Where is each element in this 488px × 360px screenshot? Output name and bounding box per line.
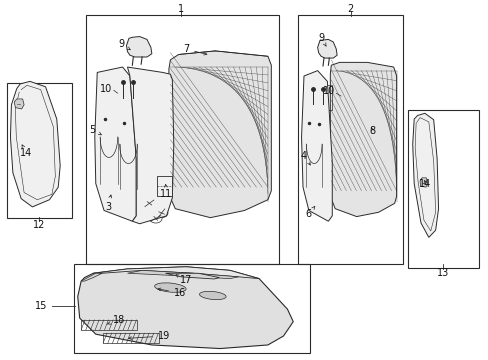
Polygon shape	[168, 51, 271, 218]
Bar	[407, 110, 478, 268]
Bar	[116, 78, 145, 105]
Ellipse shape	[199, 291, 225, 300]
Polygon shape	[419, 178, 427, 187]
Polygon shape	[78, 267, 293, 348]
Text: 11: 11	[160, 184, 172, 199]
Polygon shape	[95, 67, 136, 221]
Text: 14: 14	[418, 179, 430, 189]
Text: 15: 15	[35, 301, 47, 311]
Polygon shape	[93, 267, 259, 279]
Bar	[298, 15, 402, 264]
Polygon shape	[301, 71, 331, 221]
Polygon shape	[81, 273, 102, 281]
Polygon shape	[127, 270, 238, 279]
Polygon shape	[14, 99, 24, 109]
Polygon shape	[317, 40, 336, 58]
Polygon shape	[412, 113, 438, 237]
Text: 5: 5	[89, 125, 101, 135]
Text: 4: 4	[300, 150, 310, 165]
Bar	[103, 333, 159, 343]
Text: 16: 16	[158, 288, 186, 298]
Bar	[81, 320, 137, 330]
Text: 12: 12	[33, 220, 45, 230]
Polygon shape	[330, 62, 396, 217]
Text: 8: 8	[368, 126, 375, 135]
Text: 10: 10	[100, 84, 112, 94]
Text: 17: 17	[176, 275, 192, 285]
Bar	[6, 83, 72, 218]
Polygon shape	[127, 67, 173, 224]
Polygon shape	[10, 81, 60, 207]
Text: 13: 13	[436, 268, 448, 278]
Text: 7: 7	[183, 44, 206, 55]
Bar	[86, 15, 278, 264]
Text: 6: 6	[305, 206, 314, 219]
Polygon shape	[157, 176, 172, 196]
Text: 1: 1	[178, 4, 184, 14]
Text: 3: 3	[105, 195, 111, 212]
Polygon shape	[126, 37, 152, 57]
Text: 10: 10	[322, 86, 334, 96]
Bar	[306, 85, 331, 110]
Text: 2: 2	[347, 4, 353, 14]
Text: 19: 19	[128, 331, 170, 341]
Ellipse shape	[154, 283, 186, 292]
Text: 9: 9	[318, 33, 325, 46]
Text: 18: 18	[107, 315, 124, 325]
Text: 14: 14	[20, 145, 33, 158]
Text: 9: 9	[118, 40, 130, 50]
Bar	[74, 264, 310, 353]
Polygon shape	[165, 273, 219, 279]
